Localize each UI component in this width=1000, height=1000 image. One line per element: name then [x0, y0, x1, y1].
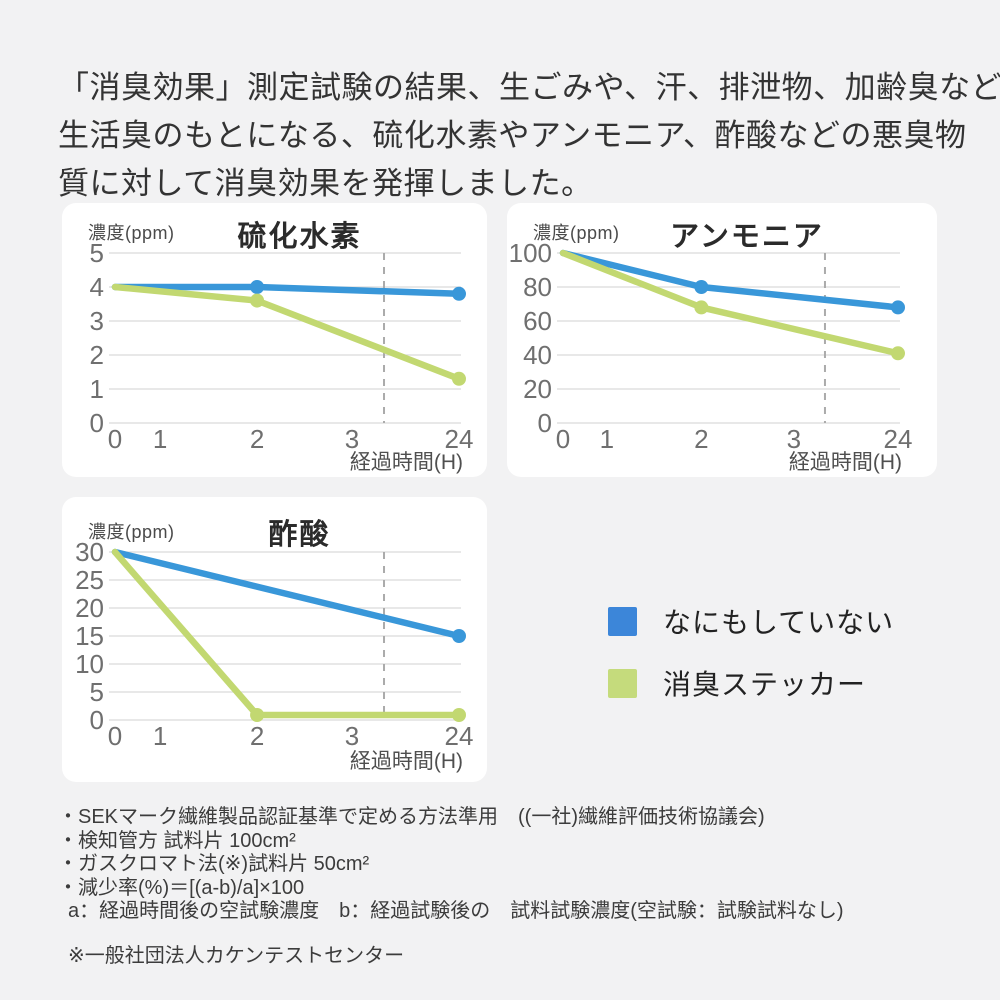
svg-text:100: 100	[509, 238, 552, 268]
svg-text:30: 30	[75, 537, 104, 567]
footnote-line-3: ・ガスクロマト法(※)試料片 50cm²	[58, 853, 370, 875]
svg-text:5: 5	[90, 238, 104, 268]
legend-swatch-blue	[608, 606, 637, 636]
svg-text:0: 0	[90, 408, 104, 438]
svg-text:80: 80	[523, 272, 552, 302]
svg-text:20: 20	[523, 374, 552, 404]
y-axis-unit-label: 濃度(ppm)	[88, 223, 175, 243]
chart-card-ammonia: 濃度(ppm) アンモニア 0 20 40 60 80 100 0 1 2 3 24 経過時間(H)	[507, 203, 937, 477]
svg-text:0: 0	[108, 721, 122, 751]
x-axis-label: 経過時間(H)	[788, 451, 902, 474]
svg-text:24: 24	[445, 721, 474, 751]
chart-title-ammonia: アンモニア	[670, 221, 824, 253]
svg-text:0: 0	[108, 424, 122, 454]
svg-text:2: 2	[250, 424, 264, 454]
svg-text:15: 15	[75, 621, 104, 651]
intro-line-1: 「消臭効果」測定試験の結果、生ごみや、汗、排泄物、加齢臭など	[58, 70, 1000, 105]
chart-card-acetic-acid: 濃度(ppm) 酢酸 0 5 10 15 20 25 30 0 1 2 3 24 経過時間(H)	[62, 497, 487, 782]
svg-text:25: 25	[75, 565, 104, 595]
intro-line-2: 生活臭のもとになる、硫化水素やアンモニア、酢酸などの悪臭物	[58, 118, 967, 153]
y-axis-unit-label: 濃度(ppm)	[88, 522, 175, 542]
chart-legend: なにもしていない 消臭ステッカー	[608, 601, 894, 725]
svg-text:0: 0	[90, 705, 104, 735]
svg-text:3: 3	[90, 306, 104, 336]
chart-title-acetic-acid: 酢酸	[268, 519, 331, 551]
svg-text:4: 4	[90, 272, 104, 302]
x-axis-label: 経過時間(H)	[349, 750, 463, 773]
footnote-line-4: ・減少率(%)＝[(a-b)/a]×100	[58, 876, 305, 899]
svg-text:1: 1	[90, 374, 104, 404]
svg-text:1: 1	[153, 424, 167, 454]
intro-text: 「消臭効果」測定試験の結果、生ごみや、汗、排泄物、加齢臭など 生活臭のもとになる…	[58, 64, 1000, 208]
svg-text:2: 2	[250, 721, 264, 751]
svg-text:20: 20	[75, 593, 104, 623]
svg-text:2: 2	[90, 340, 104, 370]
x-axis-label: 経過時間(H)	[349, 451, 463, 474]
svg-text:3: 3	[345, 424, 359, 454]
legend-label-deodorizing-sticker: 消臭ステッカー	[663, 669, 867, 700]
svg-text:24: 24	[445, 424, 474, 454]
svg-text:0: 0	[538, 408, 552, 438]
y-axis-unit-label: 濃度(ppm)	[533, 223, 620, 243]
intro-line-3: 質に対して消臭効果を発揮しました。	[58, 166, 593, 201]
svg-text:10: 10	[75, 649, 104, 679]
footnote-line-1: ・SEKマーク繊維製品認証基準で定める方法準用 ((一社)繊維評価技術協議会)	[58, 806, 765, 828]
svg-text:24: 24	[884, 424, 913, 454]
legend-item-untreated: なにもしていない	[608, 601, 894, 641]
chart-title-hydrogen-sulfide: 硫化水素	[237, 221, 362, 253]
svg-text:2: 2	[694, 424, 708, 454]
legend-label-untreated: なにもしていない	[663, 607, 895, 638]
svg-text:5: 5	[90, 677, 104, 707]
footnote-line-5: a：経過時間後の空試験濃度 b：経過試験後の 試料試験濃度(空試験：試験試料なし…	[68, 900, 844, 922]
svg-text:0: 0	[556, 424, 570, 454]
svg-text:1: 1	[153, 721, 167, 751]
footnote-line-2: ・検知管方 試料片 100cm²	[58, 829, 296, 852]
legend-swatch-green	[608, 668, 637, 698]
svg-text:1: 1	[600, 424, 614, 454]
test-method-footnotes: ・SEKマーク繊維製品認証基準で定める方法準用 ((一社)繊維評価技術協議会) …	[58, 806, 844, 968]
chart-card-hydrogen-sulfide: 濃度(ppm) 硫化水素 0 1 2 3 4 5 0 1 2 3 24 経過時間(H)	[62, 203, 487, 477]
legend-item-deodorizing-sticker: 消臭ステッカー	[608, 663, 894, 703]
svg-text:40: 40	[523, 340, 552, 370]
svg-text:3: 3	[345, 721, 359, 751]
svg-text:3: 3	[787, 424, 801, 454]
svg-text:60: 60	[523, 306, 552, 336]
footnote-source: ※一般社団法人カケンテストセンター	[68, 944, 405, 967]
